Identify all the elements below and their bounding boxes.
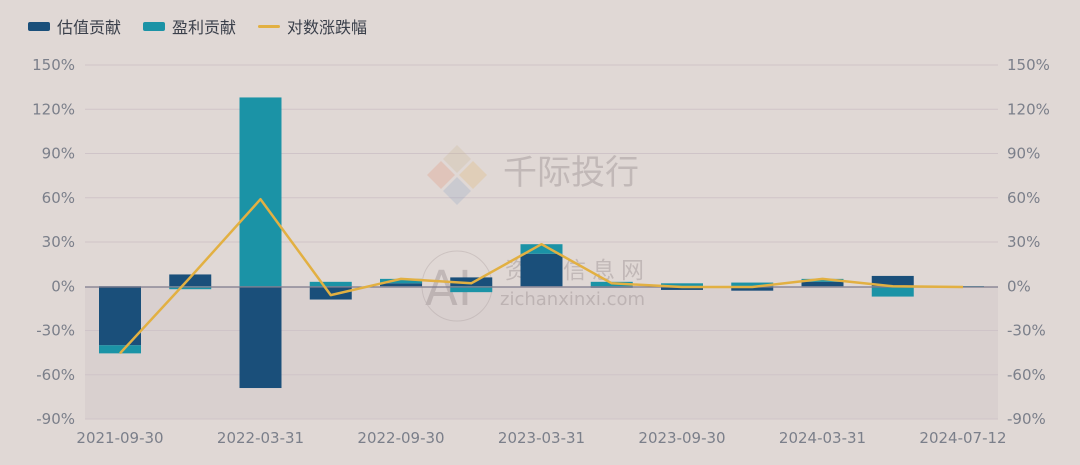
- y-tick-label: 150%: [32, 56, 75, 74]
- y-axis-left: 150% 120% 90% 60% 30% 0% -30% -60% -90%: [32, 56, 75, 428]
- bar-earnings: [99, 345, 141, 354]
- y-tick-label: -30%: [36, 322, 75, 340]
- y-tick-label: -60%: [36, 366, 75, 384]
- y-tick-label: 0%: [51, 277, 75, 295]
- bar-earnings: [239, 97, 282, 287]
- y-tick-label-right: -30%: [1007, 322, 1046, 340]
- x-tick-label: 2021-09-30: [76, 429, 163, 447]
- legend-item-log-return[interactable]: 对数涨跌幅: [258, 14, 367, 38]
- y-tick-label: 120%: [32, 100, 75, 118]
- legend-label: 对数涨跌幅: [287, 18, 368, 37]
- x-tick-label: 2024-03-31: [779, 429, 866, 447]
- legend-label: 盈利贡献: [172, 18, 237, 37]
- legend-swatch-valuation: [28, 21, 50, 31]
- bar-valuation: [520, 253, 563, 287]
- x-tick-label: 2022-09-30: [357, 429, 444, 447]
- bar-valuation: [871, 275, 914, 287]
- bar-earnings: [731, 282, 774, 287]
- y-tick-label-right: 0%: [1007, 277, 1031, 295]
- bar-earnings: [801, 278, 844, 282]
- bar-earnings: [661, 283, 703, 287]
- bar-earnings: [871, 286, 914, 297]
- watermarks: 千际投行 AI 资产信息网 zichanxinxi.com: [421, 145, 645, 322]
- log-return-line: [119, 197, 964, 355]
- y-tick-label-right: 150%: [1007, 56, 1050, 74]
- y-tick-label-right: 120%: [1007, 100, 1050, 118]
- brand-logo-icon: [427, 145, 487, 205]
- gridlines: [85, 64, 998, 420]
- legend: 估值贡献 盈利贡献 对数涨跌幅: [28, 14, 367, 38]
- bar-earnings: [450, 286, 493, 293]
- y-tick-label-right: -60%: [1007, 366, 1046, 384]
- x-tick-label: 2024-07-12: [919, 429, 1006, 447]
- y-axis-right: 150% 120% 90% 60% 30% 0% -30% -60% -90%: [1007, 56, 1050, 428]
- legend-item-earnings[interactable]: 盈利贡献: [143, 14, 236, 38]
- y-tick-label-right: -90%: [1007, 410, 1046, 428]
- x-tick-label: 2023-03-31: [498, 429, 585, 447]
- legend-item-valuation[interactable]: 估值贡献: [28, 14, 121, 38]
- bar-earnings: [169, 286, 212, 290]
- bars: [99, 97, 984, 389]
- x-axis: 2021-09-30 2022-03-31 2022-09-30 2023-03-31…: [76, 429, 1006, 447]
- bar-earnings: [380, 278, 422, 284]
- y-tick-label-right: 90%: [1007, 145, 1040, 163]
- bar-earnings: [309, 281, 352, 287]
- y-tick-label: -90%: [36, 410, 75, 428]
- bar-valuation: [99, 286, 141, 346]
- bar-earnings: [520, 244, 563, 254]
- y-tick-label: 90%: [42, 145, 75, 163]
- bar-valuation: [239, 286, 282, 389]
- bar-valuation: [450, 277, 493, 287]
- y-tick-label: 60%: [42, 189, 75, 207]
- watermark-site-url: zichanxinxi.com: [500, 289, 645, 310]
- x-tick-label: 2022-03-31: [217, 429, 304, 447]
- bar-valuation: [380, 283, 422, 287]
- bar-valuation: [731, 286, 774, 291]
- legend-label: 估值贡献: [57, 18, 122, 37]
- legend-swatch-log-return: [258, 24, 281, 28]
- y-tick-label-right: 30%: [1007, 233, 1040, 251]
- y-tick-label: 30%: [42, 233, 75, 251]
- negative-region-shade: [85, 287, 998, 419]
- legend-swatch-earnings: [143, 21, 166, 31]
- bar-valuation: [169, 274, 212, 287]
- watermark-brand: 千际投行: [503, 153, 639, 193]
- x-tick-label: 2023-09-30: [638, 429, 725, 447]
- bar-valuation: [309, 286, 352, 300]
- y-tick-label-right: 60%: [1007, 189, 1040, 207]
- bar-valuation: [801, 281, 844, 287]
